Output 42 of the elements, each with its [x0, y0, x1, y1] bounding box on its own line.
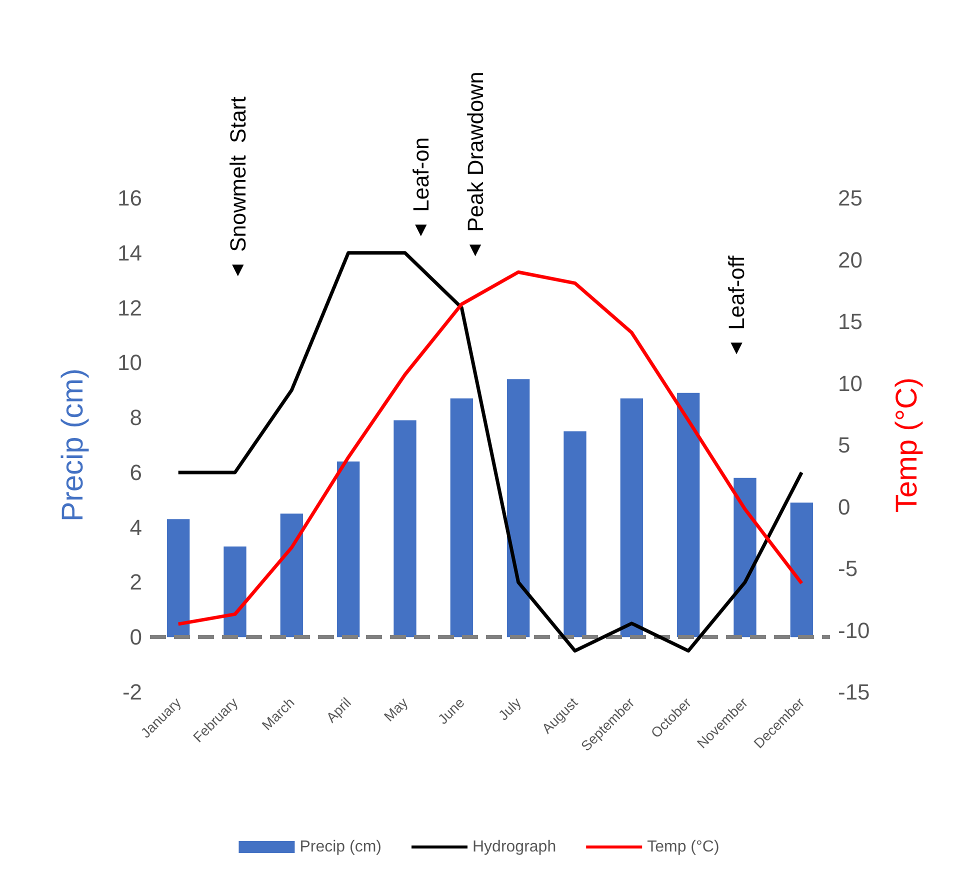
y-tick-label: 0: [130, 624, 142, 650]
y2-tick-label: -10: [838, 618, 870, 643]
legend-label: Temp (°C): [647, 838, 720, 856]
bar: [224, 546, 246, 638]
annotation: ▼ Leaf-on: [408, 137, 434, 241]
y2-tick-label: -15: [838, 680, 870, 704]
y-tick-label: 2: [130, 570, 142, 595]
legend-label: Hydrograph: [472, 838, 556, 856]
bar: [564, 431, 586, 638]
y-tick-label: 16: [118, 186, 142, 210]
bar: [790, 502, 813, 638]
y-axis-title: Precip (cm): [56, 368, 90, 522]
x-tick-label: July: [495, 694, 524, 724]
bar: [620, 398, 643, 638]
bar: [450, 398, 473, 638]
y2-tick-label: 25: [838, 186, 862, 210]
y2-tick-label: 5: [838, 432, 850, 458]
bar: [167, 519, 190, 638]
bar: [677, 392, 700, 638]
y-tick-label: 14: [118, 240, 142, 266]
y-tick-label: -2: [122, 680, 142, 704]
y-tick-label: 4: [130, 514, 142, 540]
y2-tick-label: 20: [838, 247, 862, 272]
bar: [280, 514, 303, 638]
legend-label: Precip (cm): [300, 838, 382, 856]
y2-tick-label: -5: [838, 556, 858, 581]
y2-axis-title: Temp (°C): [890, 377, 924, 513]
annotation: ▼ Snowmelt Start: [225, 96, 250, 281]
annotation: ▼ Leaf-off: [724, 254, 749, 359]
y2-tick-label: 0: [838, 494, 850, 520]
y-tick-label: 6: [130, 460, 142, 485]
annotation: ▼ Peak Drawdown: [462, 72, 488, 261]
y2-tick-label: 15: [838, 309, 862, 334]
bar: [734, 478, 756, 638]
y-tick-label: 12: [118, 295, 142, 320]
y-tick-label: 8: [130, 405, 142, 430]
bar: [337, 461, 360, 638]
bar: [507, 379, 530, 638]
y2-tick-label: 10: [838, 370, 862, 396]
y-tick-label: 10: [118, 350, 142, 376]
x-tick-label: May: [380, 694, 411, 724]
bar: [394, 420, 416, 638]
